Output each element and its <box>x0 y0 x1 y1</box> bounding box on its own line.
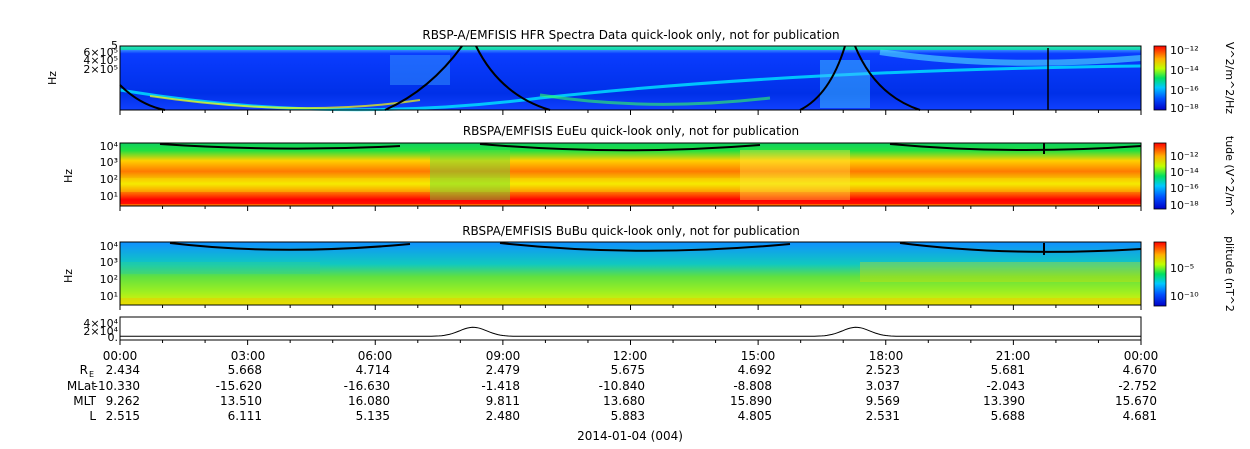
panel4-ytick: 0. <box>108 331 119 344</box>
panel1-ytick: 5 <box>111 39 118 52</box>
ephem-label-mlat: MLat <box>67 379 96 393</box>
time-tick-label: 06:00 <box>358 349 393 363</box>
ephem-value: -10.330 <box>94 379 140 393</box>
ephem-label-mlt: MLT <box>73 394 96 408</box>
panel3-cyclotron-line <box>169 242 1142 253</box>
panel2-cyclotron-line <box>159 143 1142 152</box>
panel1-plasma-frequency-line <box>119 45 921 111</box>
ephem-value: 2.531 <box>866 409 900 423</box>
ephem-value: -1.418 <box>481 379 520 393</box>
ephem-value: 9.811 <box>486 394 520 408</box>
ephem-value: -2.752 <box>1118 379 1157 393</box>
time-tick-label: 21:00 <box>996 349 1031 363</box>
ephem-value: 16.080 <box>348 394 390 408</box>
time-tick-label: 09:00 <box>486 349 521 363</box>
ephem-value: -16.630 <box>344 379 390 393</box>
ephem-value: 2.523 <box>866 363 900 377</box>
ephem-value: 6.111 <box>228 409 262 423</box>
panel2-cbar-tick: 10⁻¹⁶ <box>1170 182 1199 195</box>
time-tick-label: 12:00 <box>613 349 648 363</box>
ephem-value: 4.714 <box>356 363 390 377</box>
panel2-ytick: 10¹ <box>100 190 118 203</box>
panel1-cbar-tick: 10⁻¹⁶ <box>1170 84 1199 97</box>
panel3-ytick: 10¹ <box>100 290 118 303</box>
ephem-value: 5.675 <box>611 363 645 377</box>
ephem-value: 5.883 <box>611 409 645 423</box>
ephem-value: 15.670 <box>1115 394 1157 408</box>
ephem-label-l: L <box>89 409 96 423</box>
ephem-value: 4.681 <box>1123 409 1157 423</box>
panel1-cbar-label: V^2/m^2/Hz <box>1223 42 1236 114</box>
panel3-cbar-tick: 10⁻¹⁰ <box>1170 290 1199 303</box>
time-tick-label: 00:00 <box>103 349 138 363</box>
panel1-ylabel: Hz <box>46 71 59 85</box>
panel3-ytick: 10³ <box>100 256 118 269</box>
panel1-colorbar <box>1153 45 1167 111</box>
ephem-value: 2.479 <box>486 363 520 377</box>
panel4-ytick: 2×10⁴ <box>83 325 118 338</box>
ephem-value: 5.668 <box>228 363 262 377</box>
ephem-value: 5.681 <box>991 363 1025 377</box>
panel3-ytick: 10⁴ <box>100 240 119 253</box>
ephem-value: 2.480 <box>486 409 520 423</box>
ephem-value: -15.620 <box>216 379 262 393</box>
panel2-ytick: 10⁴ <box>100 140 119 153</box>
time-tick-label: 15:00 <box>741 349 776 363</box>
time-tick-label: 03:00 <box>231 349 266 363</box>
panel1-cbar-tick: 10⁻¹⁴ <box>1170 64 1199 77</box>
panel3-colorbar <box>1153 241 1167 307</box>
ephem-value: -2.043 <box>986 379 1025 393</box>
panel2-ytick: 10³ <box>100 156 118 169</box>
panel1-ytick: 2×10⁵ <box>83 63 118 76</box>
time-tick-label: 18:00 <box>869 349 904 363</box>
ephem-value: 15.890 <box>730 394 772 408</box>
ephem-value: 5.688 <box>991 409 1025 423</box>
ephem-value: 5.135 <box>356 409 390 423</box>
panel1-ytick: 4×10⁵ <box>83 54 118 67</box>
panel2-cbar-tick: 10⁻¹² <box>1170 150 1199 163</box>
panel1-cbar-tick: 10⁻¹² <box>1170 44 1199 57</box>
ephem-value: 4.670 <box>1123 363 1157 377</box>
ephem-value: 4.692 <box>738 363 772 377</box>
panel3-cbar-label: plitude (nT^2 <box>1223 236 1236 312</box>
panel2-cbar-tick: 10⁻¹⁸ <box>1170 199 1199 212</box>
panel2-colorbar <box>1153 142 1167 210</box>
panel1-cbar-tick: 10⁻¹⁸ <box>1170 102 1199 115</box>
ephemeris-values: 2.434 5.668 4.714 2.479 5.675 4.692 2.523 5.681… <box>94 363 1157 423</box>
ephem-value: 9.262 <box>106 394 140 408</box>
panel4-ytick: 4×10⁴ <box>83 317 118 330</box>
panel1-ytick: 6×10⁵ <box>83 46 118 59</box>
ephem-value: 2.515 <box>106 409 140 423</box>
date-label: 2014-01-04 (004) <box>577 429 683 443</box>
panel2-cbar-label: tude (V^2/m^ <box>1223 136 1236 216</box>
ephem-value: 4.805 <box>738 409 772 423</box>
panel1-title: RBSP-A/EMFISIS HFR Spectra Data quick-lo… <box>422 28 839 42</box>
panel2-ytick: 10² <box>100 173 118 186</box>
panel4-line <box>120 326 1141 337</box>
panel3-ytick: 10² <box>100 273 118 286</box>
panel2-spectrogram <box>120 143 1141 206</box>
ephem-value: 13.510 <box>220 394 262 408</box>
panel3-spectrogram <box>120 242 1141 305</box>
panel3-ylabel: Hz <box>62 269 75 283</box>
ephem-label-re-sub: E <box>89 370 94 379</box>
time-tick-label: 00:00 <box>1124 349 1159 363</box>
ephem-value: 13.680 <box>603 394 645 408</box>
ephem-value: 9.569 <box>866 394 900 408</box>
ephem-value: 2.434 <box>106 363 140 377</box>
panel3-cbar-tick: 10⁻⁵ <box>1170 262 1194 275</box>
ephem-value: -10.840 <box>599 379 645 393</box>
ephem-label-re: R <box>80 363 88 377</box>
panel2-cbar-tick: 10⁻¹⁴ <box>1170 166 1199 179</box>
panel2-title: RBSPA/EMFISIS EuEu quick-look only, not … <box>463 124 799 138</box>
time-tick-marks <box>119 110 1142 345</box>
panel1-spectrogram <box>119 46 1142 112</box>
ephem-value: 13.390 <box>983 394 1025 408</box>
ephem-value: -8.808 <box>733 379 772 393</box>
panel2-ylabel: Hz <box>62 169 75 183</box>
panel3-title: RBSPA/EMFISIS BuBu quick-look only, not … <box>462 224 800 238</box>
ephem-value: 3.037 <box>866 379 900 393</box>
